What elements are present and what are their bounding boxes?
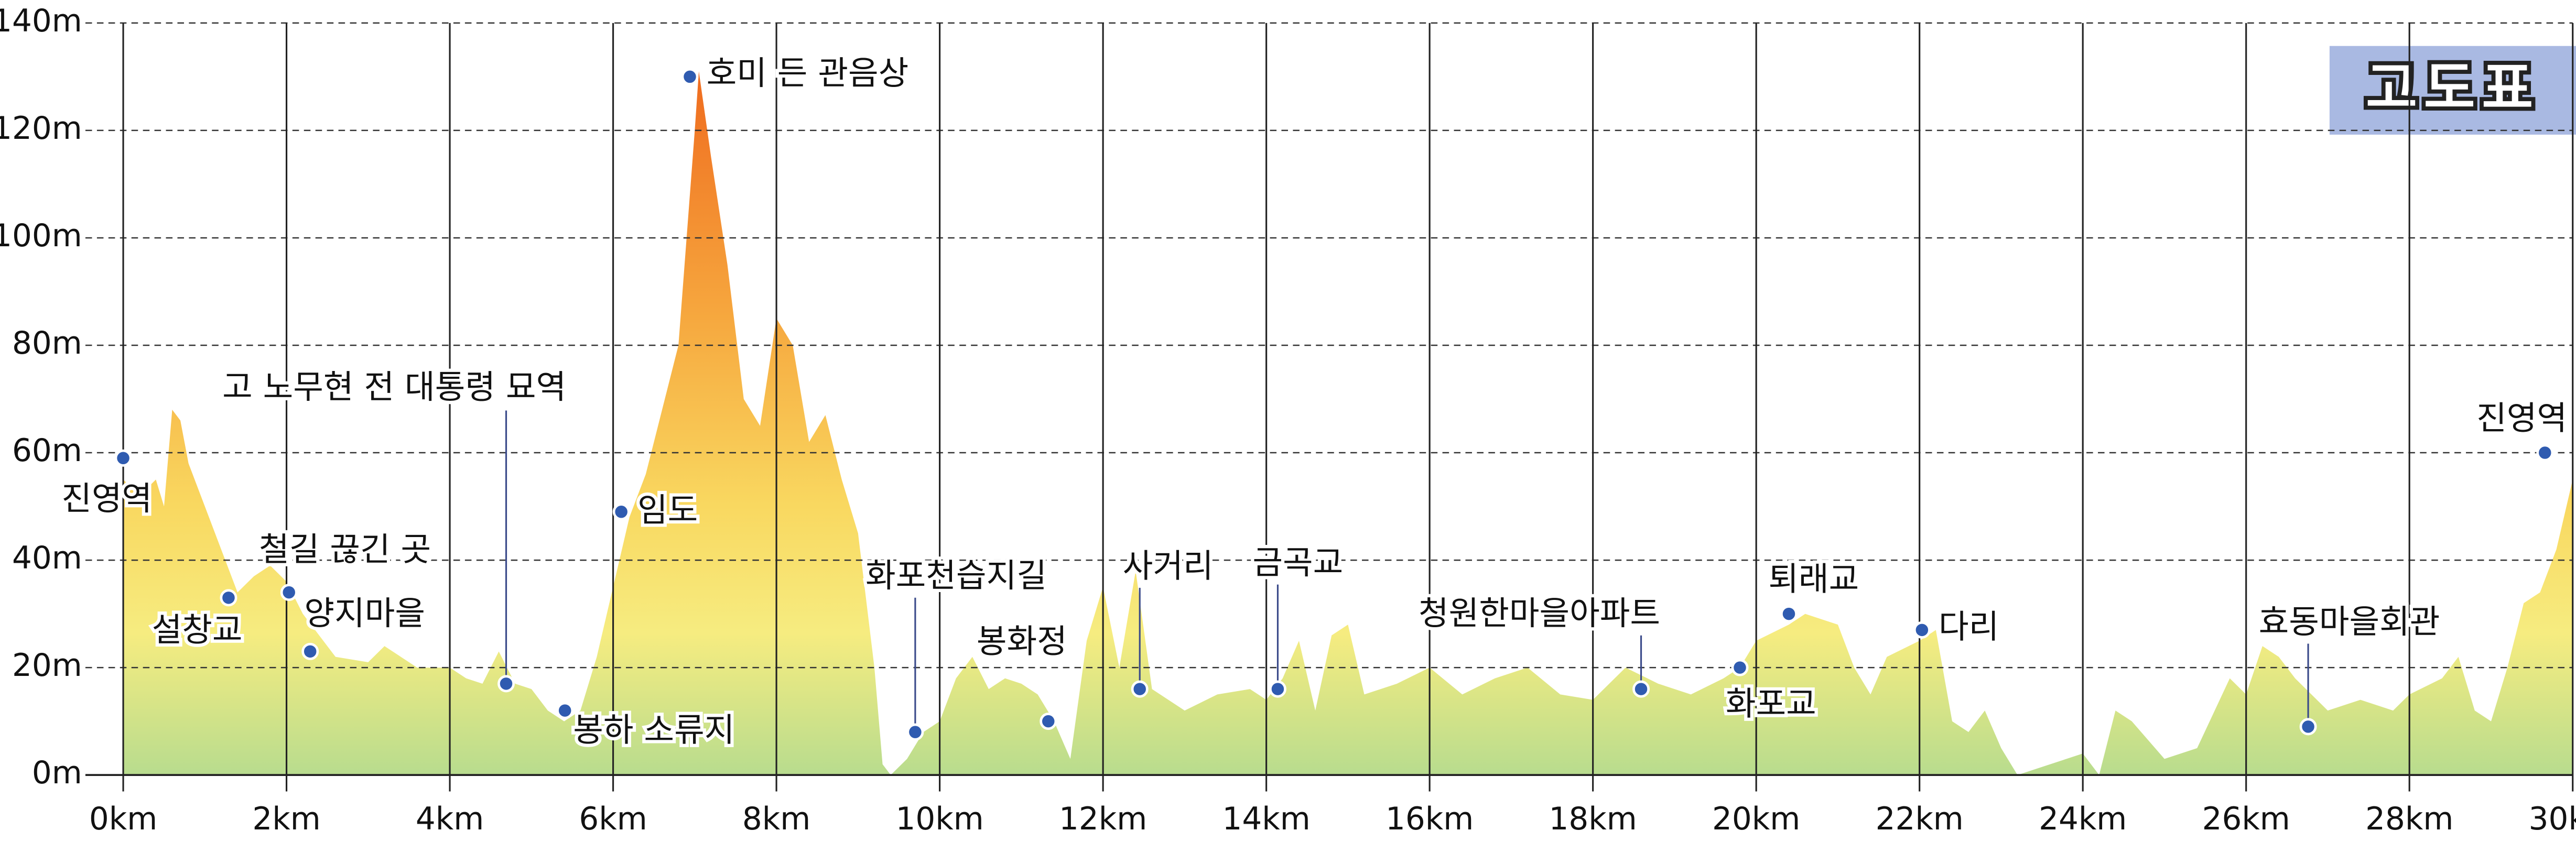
y-tick-label: 100m <box>0 218 82 254</box>
x-tick-label: 4km <box>416 801 484 837</box>
title-box <box>2329 46 2576 135</box>
landmark-label: 화포교 <box>1726 685 1816 723</box>
x-tick-label: 28km <box>2365 801 2453 837</box>
landmark-label: 임도 <box>637 491 698 529</box>
y-tick-label: 140m <box>0 3 82 39</box>
x-tick-label: 26km <box>2202 801 2290 837</box>
landmark-point <box>1269 680 1286 698</box>
landmark-label: 진영역 <box>2476 399 2567 437</box>
x-tick-label: 22km <box>1876 801 1964 837</box>
landmark-point <box>1731 659 1749 676</box>
landmark-point <box>1913 621 1931 639</box>
y-tick-label: 0m <box>32 755 82 791</box>
x-tick-label: 20km <box>1712 801 1800 837</box>
landmark-label: 청원한마을아파트 <box>1419 594 1660 632</box>
landmark-label: 금곡교 <box>1252 543 1343 582</box>
landmark-label: 사거리 <box>1123 546 1214 585</box>
landmark-point <box>280 584 298 602</box>
y-tick-label: 80m <box>12 325 82 362</box>
landmark-point <box>1131 680 1149 698</box>
x-tick-label: 24km <box>2039 801 2127 837</box>
landmark-label: 양지마을 <box>304 594 425 632</box>
landmark-point <box>301 642 319 660</box>
landmark-point <box>2536 444 2554 462</box>
landmark-label: 철길 끊긴 곳 <box>259 530 431 568</box>
x-tick-label: 8km <box>742 801 810 837</box>
landmark-label: 진영역 <box>61 479 152 518</box>
landmark-point <box>906 723 924 741</box>
y-tick-label: 60m <box>12 433 82 469</box>
landmark-label: 고 노무현 전 대통령 묘역 <box>222 368 566 406</box>
landmark-label: 호미 든 관음상 <box>707 54 909 92</box>
landmark-point <box>1780 605 1798 623</box>
x-tick-label: 12km <box>1059 801 1147 837</box>
landmark-point <box>1632 680 1650 698</box>
y-tick-label: 20m <box>12 648 82 684</box>
landmark-label: 봉하 소류지 <box>573 711 734 749</box>
landmark-point <box>612 503 630 521</box>
landmark-point <box>556 702 574 719</box>
landmark-point <box>2299 718 2317 736</box>
x-tick-label: 2km <box>252 801 320 837</box>
landmark-label: 다리 <box>1939 607 1999 646</box>
x-tick-label: 0km <box>89 801 157 837</box>
y-tick-label: 40m <box>12 540 82 576</box>
x-tick-label: 10km <box>895 801 983 837</box>
landmark-point <box>1040 713 1057 730</box>
x-tick-label: 6km <box>579 801 647 837</box>
landmark-label: 설창교 <box>152 611 243 649</box>
landmark-label: 효동마을회관 <box>2259 603 2440 641</box>
landmark-point <box>497 675 515 693</box>
chart-title: 고도표 <box>2366 56 2540 121</box>
x-tick-label: 30km <box>2529 801 2576 837</box>
landmark-point <box>681 68 699 85</box>
landmark-label: 봉화정 <box>977 622 1067 661</box>
landmark-label: 퇴래교 <box>1768 560 1859 598</box>
landmark-label: 화포천습지길 <box>865 556 1047 595</box>
x-tick-label: 14km <box>1222 801 1311 837</box>
y-tick-label: 120m <box>0 111 82 147</box>
x-tick-label: 16km <box>1386 801 1474 837</box>
landmark-point <box>114 449 132 467</box>
x-tick-label: 18km <box>1549 801 1637 837</box>
landmark-point <box>220 589 237 607</box>
elevation-area <box>123 71 2573 775</box>
